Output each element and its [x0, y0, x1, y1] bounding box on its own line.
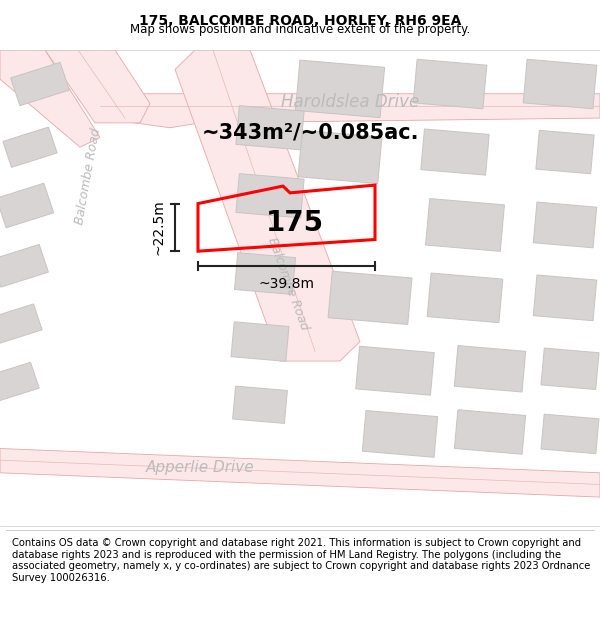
Polygon shape [356, 346, 434, 395]
Polygon shape [427, 273, 503, 322]
Text: Contains OS data © Crown copyright and database right 2021. This information is : Contains OS data © Crown copyright and d… [12, 538, 590, 583]
Text: 175: 175 [266, 209, 324, 237]
Polygon shape [0, 244, 49, 287]
Text: Balcombe Road: Balcombe Road [73, 127, 103, 226]
Polygon shape [3, 127, 57, 168]
Polygon shape [533, 275, 597, 321]
Polygon shape [235, 253, 296, 294]
Text: ~22.5m: ~22.5m [151, 199, 165, 255]
Polygon shape [533, 202, 597, 248]
Text: Balcombe Road: Balcombe Road [265, 235, 311, 331]
Polygon shape [454, 346, 526, 392]
Polygon shape [231, 322, 289, 361]
Polygon shape [536, 131, 594, 174]
Polygon shape [328, 271, 412, 324]
Text: Apperlie Drive: Apperlie Drive [146, 461, 254, 476]
Polygon shape [425, 199, 505, 251]
Polygon shape [45, 50, 150, 123]
Polygon shape [362, 411, 437, 458]
Polygon shape [413, 59, 487, 109]
Text: ~39.8m: ~39.8m [259, 278, 314, 291]
Polygon shape [236, 174, 304, 218]
Text: Haroldslea Drive: Haroldslea Drive [281, 92, 419, 111]
Polygon shape [0, 449, 600, 497]
Polygon shape [0, 362, 39, 403]
Polygon shape [100, 94, 600, 128]
Polygon shape [541, 348, 599, 389]
Text: Map shows position and indicative extent of the property.: Map shows position and indicative extent… [130, 23, 470, 36]
Polygon shape [233, 386, 287, 423]
Polygon shape [298, 130, 382, 184]
Polygon shape [454, 410, 526, 454]
Polygon shape [295, 60, 385, 118]
Text: 175, BALCOMBE ROAD, HORLEY, RH6 9EA: 175, BALCOMBE ROAD, HORLEY, RH6 9EA [139, 14, 461, 28]
Polygon shape [541, 414, 599, 454]
Text: ~343m²/~0.085ac.: ~343m²/~0.085ac. [201, 122, 419, 142]
Polygon shape [523, 59, 597, 109]
Polygon shape [11, 62, 70, 106]
Polygon shape [0, 183, 54, 228]
Polygon shape [0, 50, 100, 148]
Polygon shape [236, 106, 304, 150]
Polygon shape [421, 129, 489, 175]
Polygon shape [0, 304, 42, 344]
Polygon shape [175, 50, 360, 361]
